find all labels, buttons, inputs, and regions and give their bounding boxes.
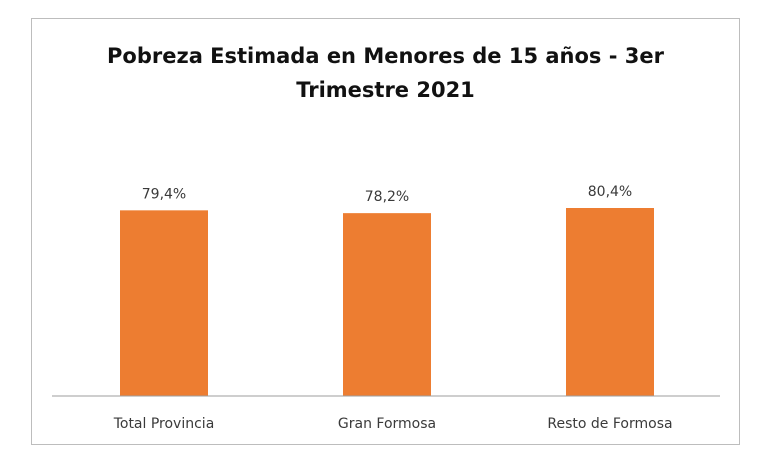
category-label-1: Total Provincia bbox=[113, 416, 215, 432]
bar-3 bbox=[566, 208, 654, 396]
bars-layer bbox=[120, 208, 654, 396]
category-labels-layer: Total Provincia Gran Formosa Resto de Form… bbox=[113, 416, 673, 432]
data-label-3: 80,4% bbox=[588, 184, 632, 200]
bar-2 bbox=[343, 213, 431, 396]
chart-title-line-1: Pobreza Estimada en Menores de 15 años -… bbox=[107, 44, 664, 68]
data-label-1: 79,4% bbox=[142, 186, 186, 202]
data-label-2: 78,2% bbox=[365, 189, 409, 205]
data-labels-layer: 79,4% 78,2% 80,4% bbox=[142, 184, 632, 205]
chart-title-line-2: Trimestre 2021 bbox=[296, 78, 475, 102]
category-label-2: Gran Formosa bbox=[338, 416, 436, 432]
bar-1 bbox=[120, 210, 208, 396]
chart-title: Pobreza Estimada en Menores de 15 años -… bbox=[32, 39, 739, 107]
category-label-3: Resto de Formosa bbox=[547, 416, 672, 432]
